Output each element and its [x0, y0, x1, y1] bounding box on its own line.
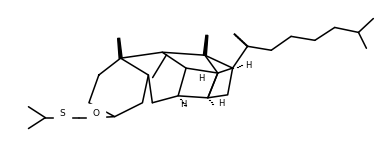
Polygon shape: [118, 38, 122, 58]
Polygon shape: [203, 35, 208, 55]
Text: S: S: [59, 109, 65, 118]
Text: H: H: [180, 100, 186, 109]
Text: H: H: [246, 61, 252, 70]
Text: H: H: [198, 75, 204, 84]
Text: O: O: [92, 109, 99, 118]
Text: H: H: [218, 99, 224, 108]
